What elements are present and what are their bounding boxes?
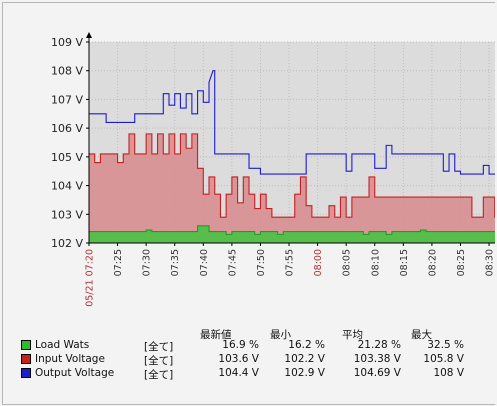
legend-min-value: 102.2 V <box>284 353 325 365</box>
x-date-label: 05/21 07:20 <box>85 249 96 307</box>
y-tick-label: 107 V <box>51 93 83 106</box>
legend-avg-value: 104.69 V <box>353 367 401 379</box>
load-wats-line <box>89 225 495 235</box>
x-tick-label: 08:20 <box>427 249 438 276</box>
y-axis-arrow <box>86 32 92 38</box>
legend-header-avg: 平均 <box>342 329 363 341</box>
y-tick-label: 108 V <box>51 65 83 78</box>
axes <box>86 32 495 246</box>
legend-range-value[interactable]: [全て] <box>144 369 174 381</box>
x-tick-label: 08:10 <box>370 249 381 276</box>
legend-header-min: 最小 <box>270 329 291 341</box>
y-tick-label: 109 V <box>51 36 83 49</box>
series-layer <box>89 70 495 243</box>
legend-swatch <box>21 340 31 350</box>
x-tick-label: 07:25 <box>113 249 124 276</box>
legend-series-name: Load Wats <box>35 339 90 351</box>
legend-max-value: 108 V <box>433 367 464 379</box>
y-tick-label: 103 V <box>51 208 83 221</box>
x-tick-label: 07:40 <box>199 249 210 276</box>
legend-avg-value: 21.28 % <box>357 339 401 351</box>
legend-range-value[interactable]: [全て] <box>144 341 174 353</box>
x-tick-label: 08:15 <box>399 249 410 276</box>
legend-latest-value: 103.6 V <box>218 353 259 365</box>
input-voltage-line <box>89 133 495 218</box>
x-tick-label: 07:35 <box>170 249 181 276</box>
legend-row: Input Voltage [全て] 103.6 V 102.2 V 103.38 V 1… <box>21 353 481 367</box>
y-tick-label: 102 V <box>51 237 83 250</box>
x-tick-label: 08:30 <box>485 249 495 276</box>
x-tick-label: 07:55 <box>285 249 296 276</box>
x-tick-label: 07:50 <box>256 249 267 276</box>
x-tick-label: 08:05 <box>342 249 353 276</box>
legend-series-name: Input Voltage <box>35 353 105 365</box>
input-voltage-area <box>89 133 495 243</box>
legend-header-latest: 最新値 <box>200 329 232 341</box>
legend-row: Output Voltage [全て] 104.4 V 102.9 V 104.69 V… <box>21 367 481 381</box>
legend-swatch <box>21 354 31 364</box>
legend-header-max: 最大 <box>411 329 432 341</box>
y-tick-labels: 102 V 103 V 104 V 105 V 106 V 107 V 108 V 109 V <box>51 36 83 250</box>
legend-latest-value: 104.4 V <box>218 367 259 379</box>
legend-min-value: 102.9 V <box>284 367 325 379</box>
legend-series-name: Output Voltage <box>35 367 115 379</box>
legend-range-value[interactable]: [全て] <box>144 355 174 367</box>
legend-min-value: 16.2 % <box>288 339 325 351</box>
chart-svg: 102 V 103 V 104 V 105 V 106 V 107 V 108 V 109 V… <box>51 32 496 307</box>
y-tick-label: 106 V <box>51 122 83 135</box>
x-tick-labels: 07:25 07:30 07:35 07:40 07:45 07:50 07:55 08:00… <box>85 249 496 307</box>
x-tick-label: 08:00 <box>313 249 324 276</box>
output-voltage-line <box>89 70 495 175</box>
y-tick-label: 105 V <box>51 151 83 164</box>
x-tick-label: 08:25 <box>456 249 467 276</box>
legend-avg-value: 103.38 V <box>353 353 401 365</box>
x-tick-label: 07:30 <box>142 249 153 276</box>
load-wats-area <box>89 225 495 243</box>
legend-latest-value: 16.9 % <box>222 339 259 351</box>
legend-swatch <box>21 368 31 378</box>
legend-max-value: 105.8 V <box>423 353 464 365</box>
x-tick-label: 07:45 <box>227 249 238 276</box>
legend-max-value: 32.5 % <box>427 339 464 351</box>
legend-row: Load Wats [全て] 16.9 % 16.2 % 21.28 % 32.5 % <box>21 339 481 353</box>
y-tick-label: 104 V <box>51 180 83 193</box>
